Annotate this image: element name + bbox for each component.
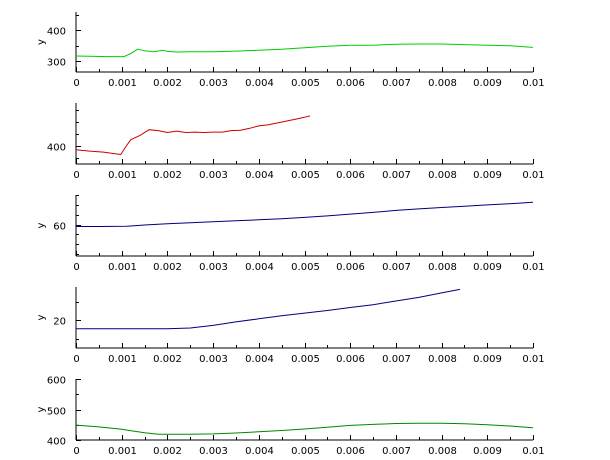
x-tick-label: 0.002 (153, 446, 182, 457)
x-tick-label: 0.008 (428, 262, 457, 273)
x-tick-label: 0.005 (291, 262, 320, 273)
x-tick-label: 0.003 (199, 170, 228, 181)
series-line-2 (75, 115, 311, 156)
y-tick-label: 400 (47, 143, 66, 154)
x-tick-label: 0.002 (153, 170, 182, 181)
x-tick-label: 0.002 (153, 78, 182, 89)
x-tick-label: 0.01 (522, 354, 544, 365)
series-line-5 (75, 422, 534, 435)
x-tick-label: 0.004 (245, 446, 274, 457)
y-tick-label: 400 (47, 437, 66, 448)
x-tick-label: 0.007 (382, 446, 411, 457)
chart-panel-3: 0 0.001 0.002 0.003 0.004 0.005 0.006 0.007 0.00… (36, 195, 545, 273)
x-tick-label: 0.007 (382, 262, 411, 273)
x-tick-label: 0.004 (245, 262, 274, 273)
x-tick-label: 0.002 (153, 262, 182, 273)
x-tick-label: 0.009 (473, 354, 502, 365)
x-tick-label: 0.006 (336, 78, 365, 89)
x-tick-label: 0.005 (291, 446, 320, 457)
x-tick-label: 0.001 (108, 446, 137, 457)
x-tick-label: 0.01 (522, 78, 544, 89)
x-tick-label: 0.008 (428, 354, 457, 365)
y-tick-label: 20 (53, 317, 66, 328)
x-tick-label: 0.006 (336, 354, 365, 365)
x-tick-label: 0.001 (108, 354, 137, 365)
x-tick-label: 0.001 (108, 170, 137, 181)
y-tick-label: 300 (47, 58, 66, 69)
chart-panel-5: 0 0.001 0.002 0.003 0.004 0.005 0.006 0.007 0.00… (36, 376, 545, 458)
series-line-3 (76, 201, 534, 227)
x-tick-label: 0.004 (245, 170, 274, 181)
x-tick-label: 0.003 (199, 262, 228, 273)
x-tick-label: 0.001 (108, 78, 137, 89)
x-tick-label: 0.009 (473, 78, 502, 89)
x-tick-label: 0.006 (336, 446, 365, 457)
x-tick-label: 0.006 (336, 262, 365, 273)
x-tick-label: 0 (73, 354, 79, 365)
y-axis-label: y (36, 314, 47, 320)
y-tick-label: 600 (47, 376, 66, 387)
x-tick-label: 0.008 (428, 78, 457, 89)
x-tick-label: 0.005 (291, 170, 320, 181)
y-tick-label: 400 (47, 27, 66, 38)
series-line-4 (76, 288, 460, 330)
x-tick-label: 0.004 (245, 354, 274, 365)
x-tick-label: 0.005 (291, 78, 320, 89)
x-tick-label: 0.007 (382, 354, 411, 365)
x-tick-label: 0.002 (153, 354, 182, 365)
x-tick-label: 0.003 (199, 446, 228, 457)
y-axis-label: y (36, 222, 47, 228)
x-tick-label: 0.007 (382, 78, 411, 89)
x-tick-label: 0.01 (522, 446, 544, 457)
x-tick-label: 0.008 (428, 446, 457, 457)
chart-panel-1: 0 0.001 0.002 0.003 0.004 0.005 0.006 0.007 0.00… (36, 12, 545, 89)
x-tick-label: 0.009 (473, 446, 502, 457)
chart-panel-2: 0 0.001 0.002 0.003 0.004 0.005 0.006 0.007 0.00… (47, 103, 545, 181)
x-tick-label: 0.006 (336, 170, 365, 181)
y-axis-label: y (36, 406, 47, 412)
x-tick-label: 0.001 (108, 262, 137, 273)
x-tick-label: 0.009 (473, 170, 502, 181)
chart-panel-4: 0 0.001 0.002 0.003 0.004 0.005 0.006 0.007 0.00… (36, 287, 545, 365)
x-tick-label: 0 (73, 262, 79, 273)
x-tick-label: 0.008 (428, 170, 457, 181)
x-tick-label: 0.003 (199, 78, 228, 89)
x-tick-label: 0 (73, 446, 79, 457)
x-tick-label: 0.01 (522, 262, 544, 273)
x-tick-label: 0 (73, 170, 79, 181)
y-axis-label: y (36, 39, 47, 45)
x-tick-label: 0.003 (199, 354, 228, 365)
x-tick-label: 0.009 (473, 262, 502, 273)
x-tick-label: 0.004 (245, 78, 274, 89)
y-tick-label: 60 (53, 222, 66, 233)
x-tick-label: 0.005 (291, 354, 320, 365)
y-tick-label: 500 (47, 407, 66, 418)
x-tick-label: 0 (73, 78, 79, 89)
series-line-1 (75, 43, 534, 58)
x-tick-label: 0.01 (522, 170, 544, 181)
x-tick-label: 0.007 (382, 170, 411, 181)
